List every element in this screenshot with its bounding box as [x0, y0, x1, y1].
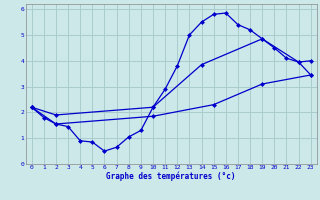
X-axis label: Graphe des températures (°c): Graphe des températures (°c)	[107, 172, 236, 181]
